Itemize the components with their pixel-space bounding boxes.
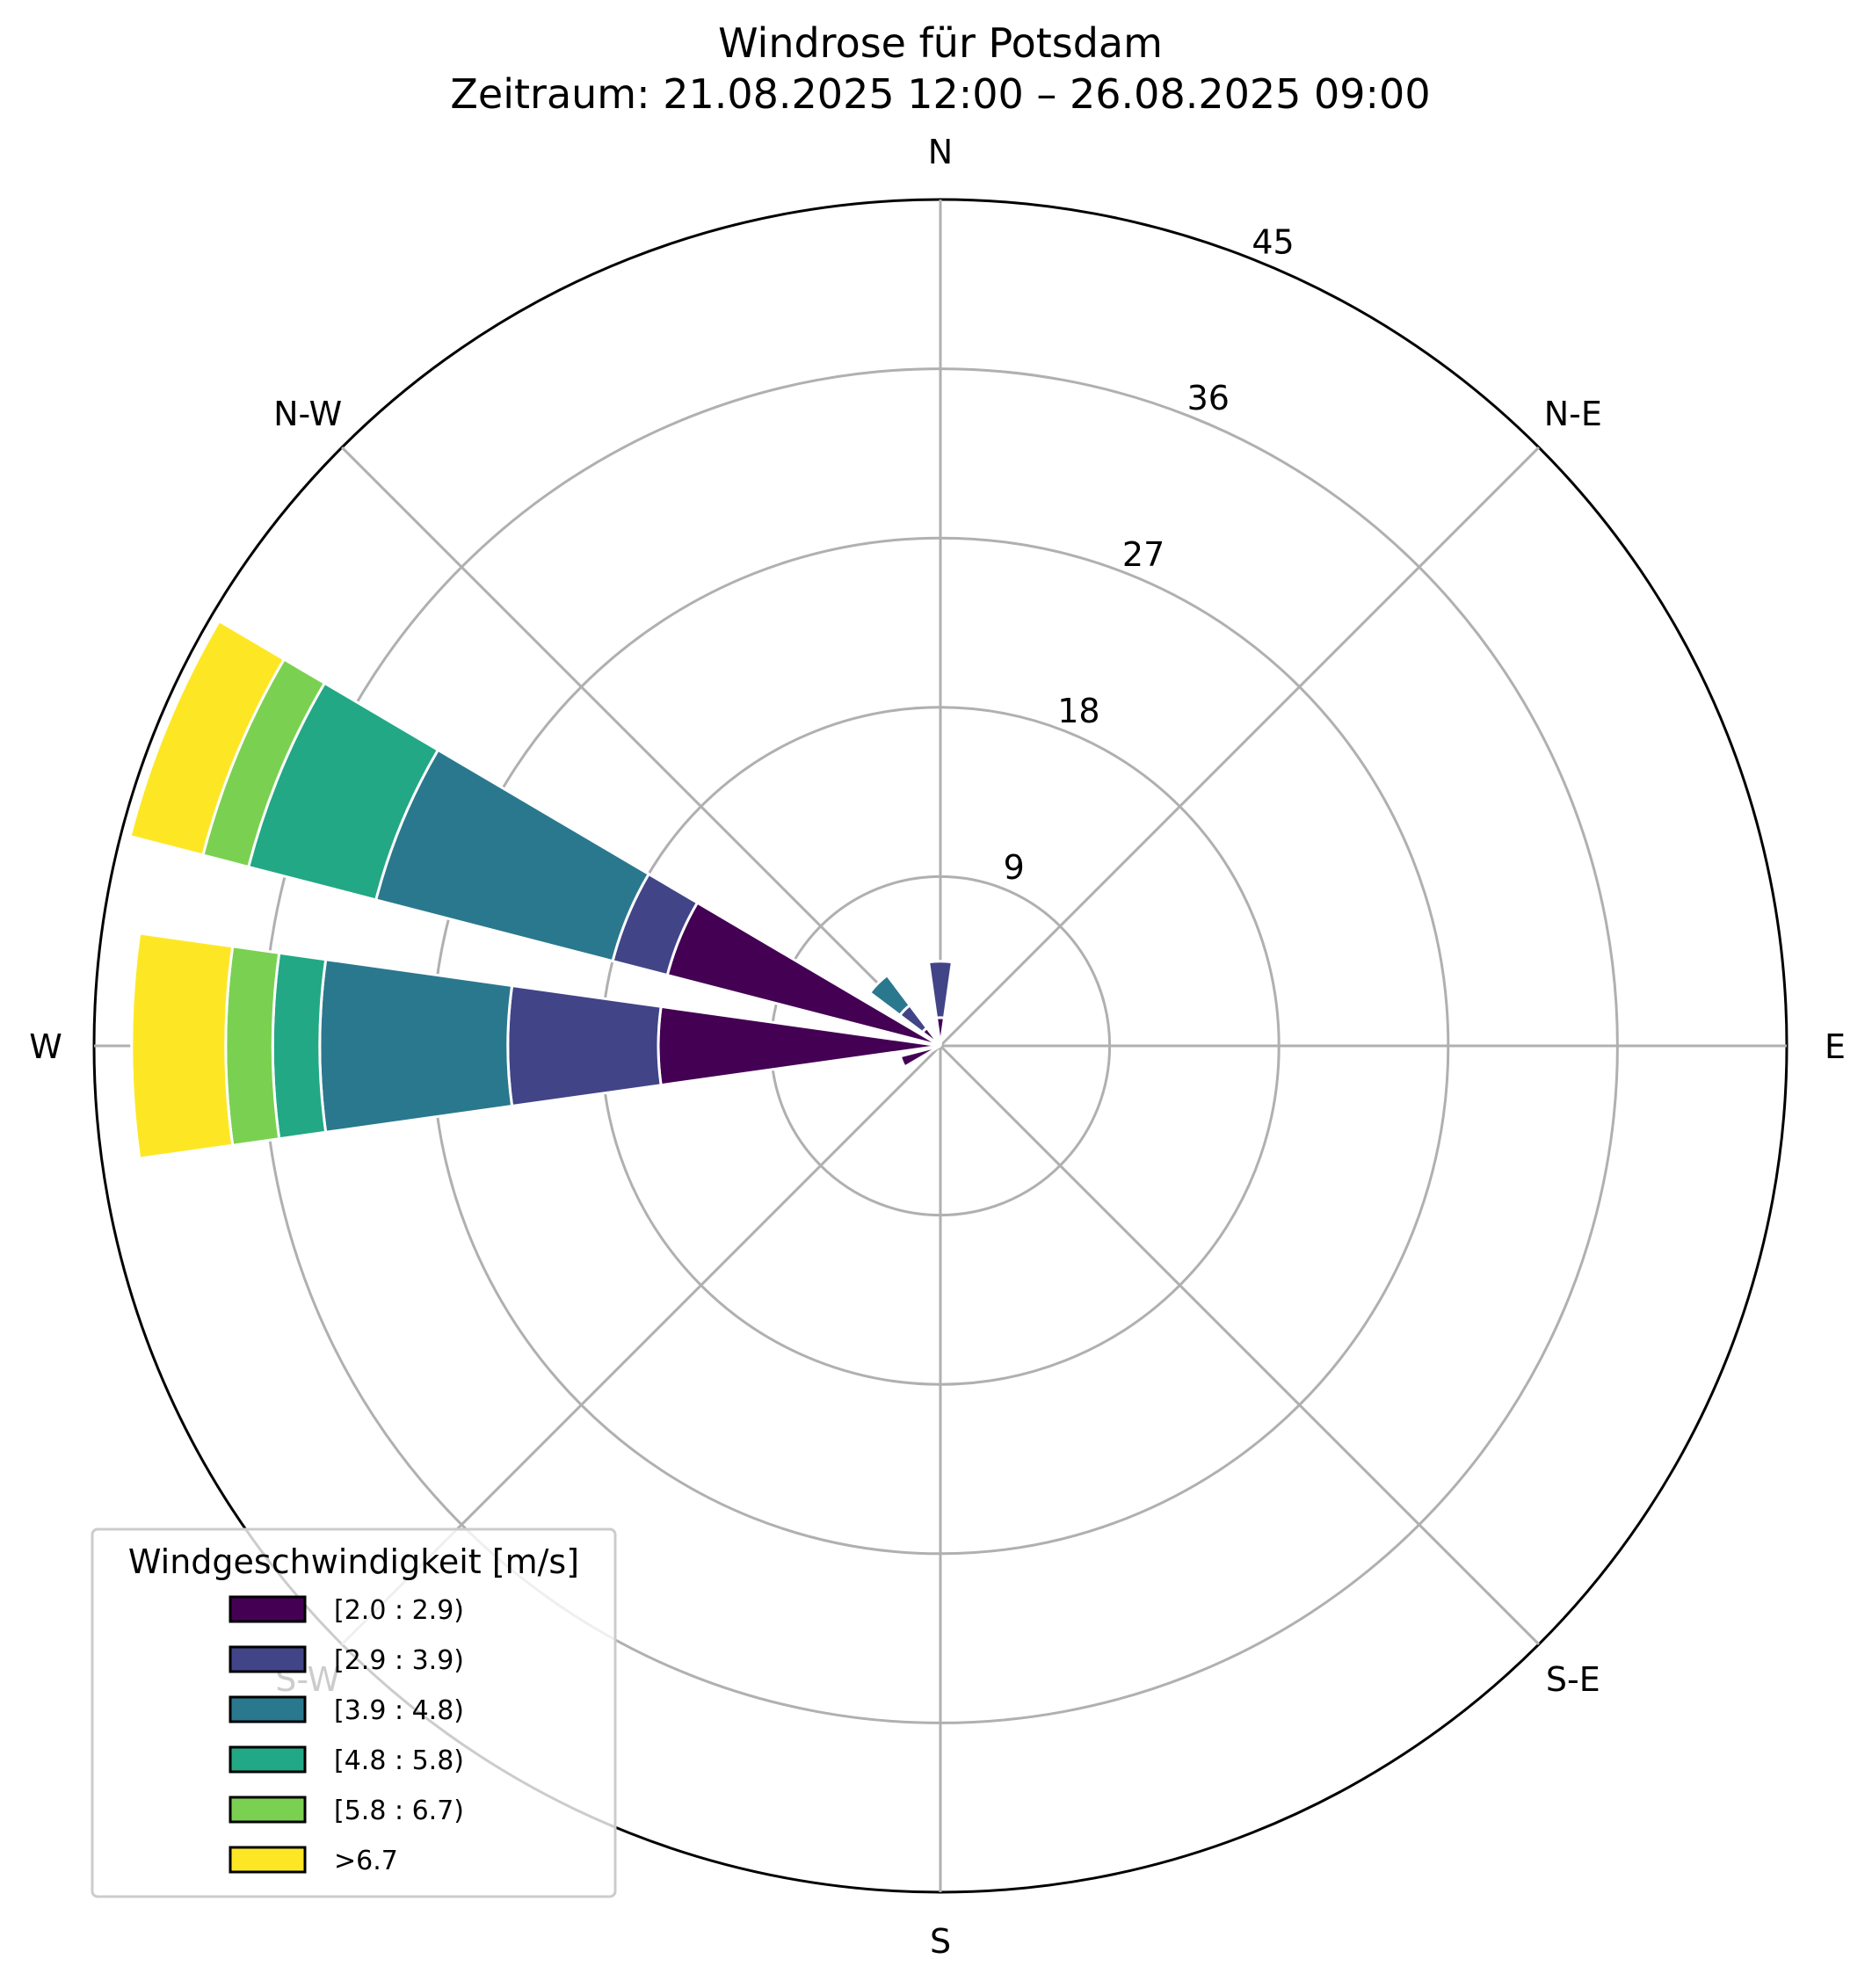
legend-label: [5.8 : 6.7) [334,1796,464,1826]
windrose-bar-wnw-bin-5 [128,619,287,857]
windrose-bars [128,619,954,1160]
direction-label-s-e: S-E [1546,1660,1600,1699]
legend-swatch [229,1595,307,1623]
grid-spoke [340,446,942,1048]
radial-tick-label: 27 [1122,535,1165,574]
windrose-bar-w-bin-0 [657,1005,941,1087]
windrose-bar-n-w-bin-2 [867,973,912,1018]
windrose-bar-w-bin-1 [506,983,663,1108]
legend-label: [2.9 : 3.9) [334,1645,464,1676]
chart-subtitle: Zeitraum: 21.08.2025 12:00 – 26.08.2025 … [450,70,1430,118]
legend-swatch [229,1846,307,1874]
legend-label: [4.8 : 5.8) [334,1745,464,1776]
direction-label-n: N [928,133,953,171]
legend-label: [2.0 : 2.9) [334,1595,464,1626]
legend-label: [3.9 : 4.8) [334,1695,464,1726]
windrose-bar-w-bin-5 [130,932,235,1160]
legend-swatch [229,1745,307,1774]
radial-tick-label: 18 [1057,692,1099,730]
legend: Windgeschwindigkeit [m/s] [2.0 : 2.9) [2.9… [91,1527,617,1898]
legend-swatch [229,1645,307,1673]
radial-tick-label: 36 [1187,379,1230,417]
windrose-bar-w-bin-3 [271,951,328,1141]
legend-label: >6.7 [334,1846,398,1876]
direction-label-s: S [930,1922,951,1961]
windrose-bar-w-bin-2 [318,958,514,1134]
direction-label-w: W [29,1027,62,1066]
windrose-bar-n-bin-1 [926,960,954,1019]
grid-spoke [939,1044,1541,1646]
legend-swatch [229,1796,307,1824]
grid-spoke [939,446,1541,1048]
direction-label-n-e: N-E [1544,395,1602,433]
windrose-bar-wsw-bin-0 [898,1044,941,1069]
radial-tick-label: 45 [1252,222,1294,261]
direction-labels: NN-EES-ESS-WWN-W [29,133,1846,1961]
legend-swatch [229,1695,307,1723]
direction-label-n-w: N-W [273,395,342,433]
windrose-bar-w-bin-4 [224,945,281,1147]
radial-tick-labels: 9 18 27 36 45 [1004,222,1295,887]
legend-title: Windgeschwindigkeit [m/s] [128,1542,579,1581]
chart-title: Windrose für Potsdam [718,19,1163,67]
radial-tick-label: 9 [1004,848,1025,887]
direction-label-e: E [1825,1027,1846,1066]
legend-frame [91,1527,617,1898]
